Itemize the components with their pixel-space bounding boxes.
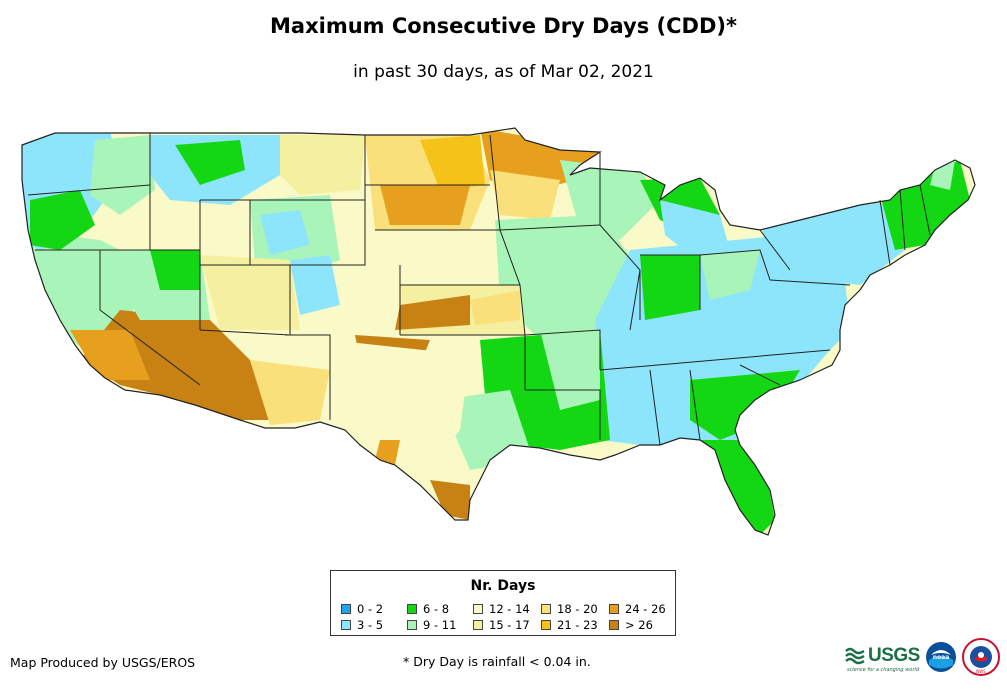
legend-label: 24 - 26: [625, 602, 666, 616]
legend-item-21-23: 21 - 23: [541, 618, 598, 632]
state-borders: [21, 127, 976, 536]
nws-wordmark: NWS: [976, 669, 986, 674]
legend-swatch: [541, 604, 551, 614]
legend-label: 18 - 20: [557, 602, 598, 616]
legend-swatch: [341, 620, 351, 630]
legend-label: 15 - 17: [489, 618, 530, 632]
legend-item-3-5: 3 - 5: [341, 618, 383, 632]
legend-label: 0 - 2: [357, 602, 384, 616]
usgs-wordmark: USGS: [868, 645, 920, 666]
legend-label: 6 - 8: [423, 602, 450, 616]
usgs-tagline: science for a changing world: [847, 667, 919, 673]
legend-swatch: [407, 620, 417, 630]
legend-label: 12 - 14: [489, 602, 530, 616]
legend-grid: 0 - 2 3 - 5 6 - 8 9 - 11 12 - 14 15 - 17…: [341, 602, 671, 632]
legend-label: 9 - 11: [423, 618, 457, 632]
legend-label: > 26: [625, 618, 653, 632]
usgs-logo: USGS: [845, 645, 920, 667]
usgs-wave-icon: [845, 647, 865, 665]
noaa-wordmark: noaa: [933, 654, 950, 661]
legend-item-6-8: 6 - 8: [407, 602, 449, 616]
legend-swatch: [473, 604, 483, 614]
legend-swatch: [541, 620, 551, 630]
legend-item-18-20: 18 - 20: [541, 602, 598, 616]
legend-item-0-2: 0 - 2: [341, 602, 383, 616]
legend-label: 21 - 23: [557, 618, 598, 632]
legend-item-15-17: 15 - 17: [473, 618, 530, 632]
legend-item-24-26: 24 - 26: [609, 602, 666, 616]
dry-day-footnote: * Dry Day is rainfall < 0.04 in.: [403, 654, 591, 669]
legend: Nr. Days 0 - 2 3 - 5 6 - 8 9 - 11 12 - 1…: [330, 570, 676, 636]
legend-swatch: [407, 604, 417, 614]
nws-logo: NWS: [962, 638, 1000, 676]
legend-label: 3 - 5: [357, 618, 384, 632]
legend-item-over-26: > 26: [609, 618, 653, 632]
map-subtitle: in past 30 days, as of Mar 02, 2021: [353, 62, 654, 82]
legend-swatch: [341, 604, 351, 614]
legend-swatch: [609, 620, 619, 630]
legend-swatch: [609, 604, 619, 614]
legend-title: Nr. Days: [470, 578, 536, 594]
legend-item-9-11: 9 - 11: [407, 618, 456, 632]
legend-swatch: [473, 620, 483, 630]
legend-item-12-14: 12 - 14: [473, 602, 530, 616]
producer-credit: Map Produced by USGS/EROS: [10, 655, 196, 670]
map-title: Maximum Consecutive Dry Days (CDD)*: [270, 14, 737, 38]
noaa-logo: noaa: [926, 642, 956, 672]
